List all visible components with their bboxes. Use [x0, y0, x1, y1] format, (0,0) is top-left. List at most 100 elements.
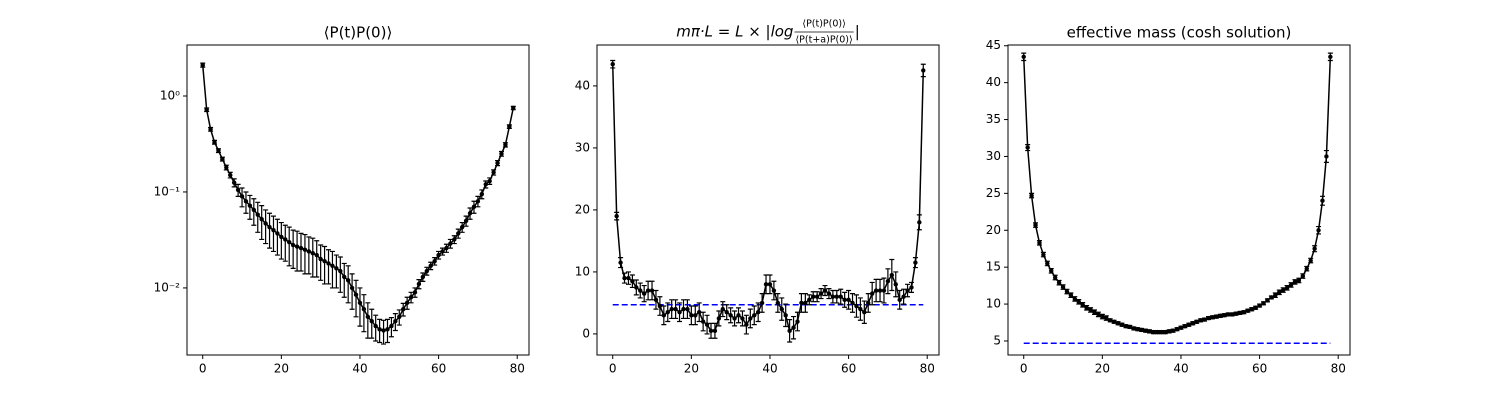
data-point: [1328, 54, 1333, 60]
data-point: [1198, 318, 1203, 323]
x-tick-label: 60: [841, 362, 856, 376]
subplot-title: mπ·L = L × |log ⟨P(t)P(0)⟩ ⟨P(t+a)P(0)⟩ |: [676, 19, 860, 46]
x-tick-label: 60: [1252, 362, 1267, 376]
error-bar: [326, 249, 332, 285]
data-point: [452, 237, 457, 242]
error-bar: [318, 244, 324, 281]
data-point: [251, 207, 257, 213]
data-point: [1104, 315, 1109, 321]
data-point: [846, 297, 851, 303]
data-point: [1033, 222, 1038, 228]
error-bar: [274, 218, 280, 256]
data-point: [740, 316, 745, 321]
y-tick-label: 15: [986, 260, 1001, 274]
data-point: [239, 194, 245, 199]
data-point: [921, 68, 926, 73]
data-point: [653, 297, 659, 303]
data-point: [1233, 311, 1239, 316]
data-point: [834, 294, 839, 299]
data-point: [334, 266, 339, 271]
error-bar: [306, 236, 312, 275]
data-point: [767, 282, 773, 287]
x-tick-label: 20: [274, 362, 289, 376]
data-point: [748, 316, 753, 321]
data-point: [850, 300, 855, 306]
data-point: [298, 245, 304, 251]
data-point: [408, 295, 414, 300]
data-point: [689, 313, 694, 318]
y-tick-label: 20: [986, 223, 1001, 237]
data-point: [290, 242, 296, 248]
error-bar: [298, 232, 304, 272]
data-point: [697, 310, 702, 315]
data-point: [314, 252, 319, 258]
data-point: [720, 306, 725, 312]
data-point: [685, 306, 690, 312]
title-prefix: mπ·L = L × |log: [676, 23, 793, 41]
data-point: [1135, 326, 1140, 332]
error-bar: [278, 221, 284, 260]
data-point: [1296, 278, 1302, 283]
data-point: [1214, 314, 1219, 319]
data-point: [1111, 319, 1117, 324]
data-point: [349, 285, 355, 291]
data-point: [854, 303, 859, 309]
data-point: [365, 314, 371, 320]
subplot: mπ·L = L × |log ⟨P(t)P(0)⟩ ⟨P(t+a)P(0)⟩ | 0 2…: [575, 19, 940, 376]
title-denominator: ⟨P(t+a)P(0)⟩: [795, 35, 852, 46]
data-point: [483, 182, 488, 187]
data-point: [1049, 268, 1054, 274]
data-point: [1064, 289, 1070, 294]
error-bar: [259, 205, 265, 241]
data-point: [302, 247, 308, 252]
data-point: [401, 307, 406, 312]
data-point: [842, 297, 847, 303]
error-bar: [290, 229, 296, 269]
data-point: [1210, 315, 1215, 320]
data-point: [822, 288, 828, 293]
data-point: [448, 241, 453, 246]
data-point: [495, 160, 500, 166]
data-point: [869, 291, 875, 296]
error-bar: [337, 256, 343, 293]
y-tick-label: 30: [575, 140, 590, 154]
subplot: ⟨P(t)P(0)⟩ 0 20 40 60 80 10⁰ 10⁻¹ 10⁻²: [154, 24, 530, 376]
data-point: [1190, 321, 1195, 326]
data-point: [259, 217, 264, 222]
data-point: [1108, 318, 1113, 323]
data-point: [1182, 324, 1188, 329]
x-tick-label: 0: [199, 362, 207, 376]
data-point: [353, 292, 359, 297]
data-point: [1155, 329, 1160, 335]
data-point: [724, 310, 729, 315]
x-tick-label: 60: [431, 362, 446, 376]
data-point: [634, 285, 639, 290]
data-point: [511, 105, 516, 111]
data-point: [231, 180, 237, 185]
data-point: [669, 306, 674, 312]
data-point: [889, 272, 895, 278]
data-point: [1292, 279, 1298, 285]
data-point: [424, 268, 429, 274]
data-point: [791, 325, 796, 330]
data-point: [885, 279, 891, 284]
data-point: [1147, 329, 1152, 334]
data-point: [1056, 280, 1062, 285]
data-point: [693, 313, 698, 318]
data-point: [420, 274, 426, 280]
data-point: [310, 251, 315, 256]
data-point: [1084, 305, 1089, 310]
y-tick-label: 45: [986, 38, 1001, 52]
data-point: [1186, 322, 1192, 327]
data-point: [799, 300, 804, 306]
data-point: [1265, 298, 1270, 303]
data-point: [1163, 329, 1168, 335]
y-tick-label: 10⁰: [160, 89, 180, 103]
data-point: [467, 211, 473, 216]
data-point: [622, 275, 627, 281]
data-point: [267, 224, 272, 230]
data-point: [614, 213, 619, 219]
error-bar: [353, 279, 359, 318]
data-point: [456, 231, 461, 236]
axes-frame: [186, 44, 530, 356]
